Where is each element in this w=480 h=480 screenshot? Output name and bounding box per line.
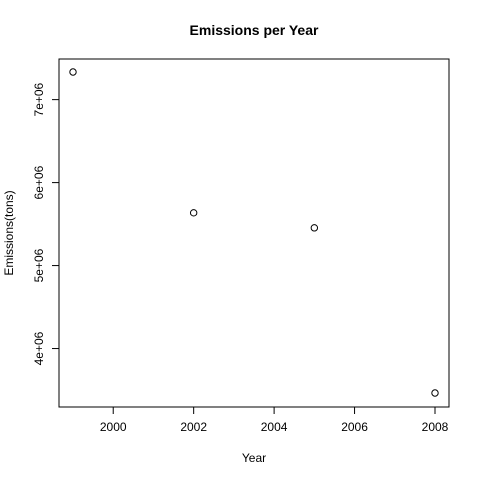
y-axis-label: Emissions(tons) [2,190,16,275]
y-tick-label: 4e+06 [32,331,46,365]
x-tick-label: 2008 [422,420,449,434]
x-tick-label: 2004 [261,420,288,434]
data-point [310,224,319,232]
plot-area [58,58,450,408]
chart-title: Emissions per Year [190,22,319,38]
y-tick-label: 6e+06 [32,165,46,199]
data-points [69,68,439,397]
x-tick-label: 2000 [100,420,127,434]
x-axis: 2000 2002 2004 2006 2008 [100,407,449,434]
x-tick-label: 2002 [180,420,207,434]
y-axis: 4e+06 5e+06 6e+06 7e+06 [32,82,59,365]
x-tick-label: 2006 [341,420,368,434]
y-tick-label: 7e+06 [32,82,46,116]
data-point [431,389,439,397]
data-point [69,68,77,76]
y-tick-label: 5e+06 [32,248,46,282]
x-axis-label: Year [242,451,266,465]
data-point [189,209,198,217]
